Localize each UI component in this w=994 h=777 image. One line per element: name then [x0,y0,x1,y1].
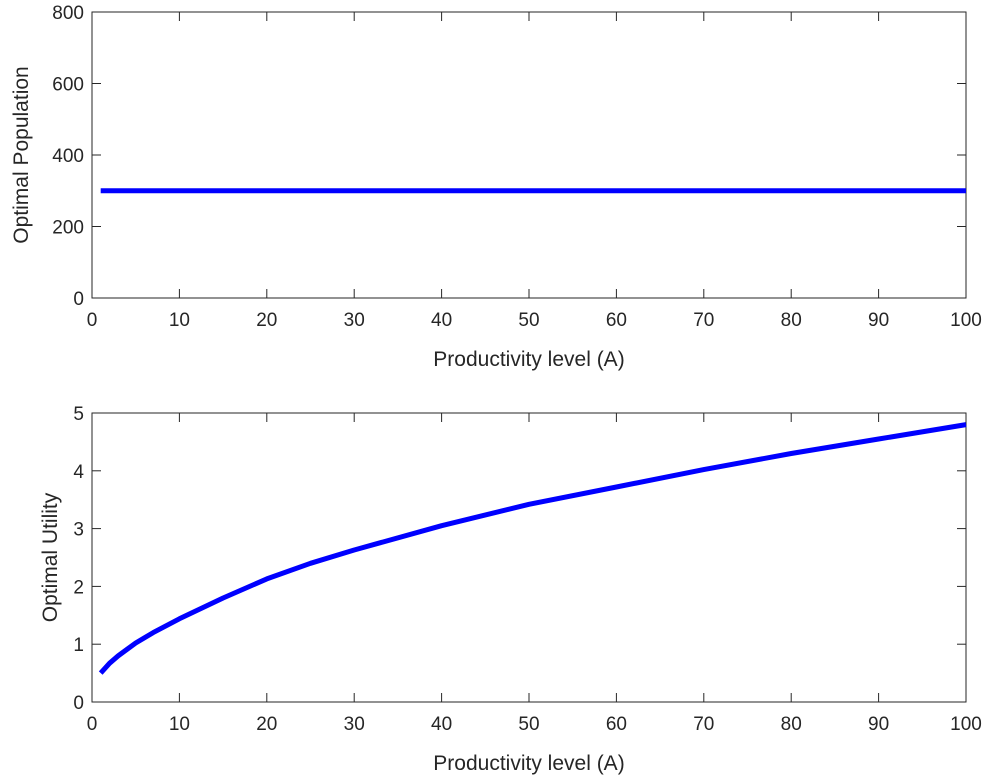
x-tick-label: 50 [518,714,539,735]
y-tick-label: 3 [73,520,84,541]
x-tick-label: 30 [344,714,365,735]
x-tick-label: 0 [87,310,98,331]
series-line-1 [98,422,967,675]
x-tick-label: 100 [950,310,982,331]
y-tick-label: 1 [73,635,84,656]
x-tick-label: 100 [950,714,982,735]
x-tick-label: 70 [693,310,714,331]
y-tick-label: 0 [73,693,84,714]
x-axis-label: Productivity level (A) [433,348,624,371]
x-tick-label: 30 [344,310,365,331]
y-tick-label: 200 [52,218,84,239]
subplot-1: 0 10 20 30 40 50 60 70 80 90 100 0 200 400 600 800 Produ… [10,3,982,371]
x-tick-label: 80 [781,310,802,331]
y-tick-label: 5 [73,404,84,425]
x-tick-label: 60 [606,310,627,331]
x-axis-label: Productivity level (A) [433,752,624,775]
x-tick-label: 40 [431,310,452,331]
x-tick-label: 40 [431,714,452,735]
x-tick-label: 90 [868,310,889,331]
x-tick-label: 90 [868,714,889,735]
y-tick-label: 600 [52,75,84,96]
x-tick-label: 10 [169,714,190,735]
y-tick-label: 0 [73,289,84,310]
x-tick-label: 0 [87,714,98,735]
x-tick-label: 70 [693,714,714,735]
y-axis-label: Optimal Utility [39,492,62,622]
y-tick-label: 4 [73,462,84,483]
x-tick-label: 80 [781,714,802,735]
y-tick-label: 800 [52,3,84,24]
x-tick-label: 20 [256,714,277,735]
x-tick-label: 50 [518,310,539,331]
x-tick-label: 10 [169,310,190,331]
subplot-2: 0 10 20 30 40 50 60 70 80 90 100 0 1 2 3 4 5 Productivity… [39,404,982,775]
plot-area-frame [91,11,967,299]
x-tick-label: 60 [606,714,627,735]
y-tick-label: 2 [73,577,84,598]
y-tick-label: 400 [52,146,84,167]
plot-area-frame [91,412,967,703]
x-tick-label: 20 [256,310,277,331]
y-axis-label: Optimal Population [10,66,33,243]
